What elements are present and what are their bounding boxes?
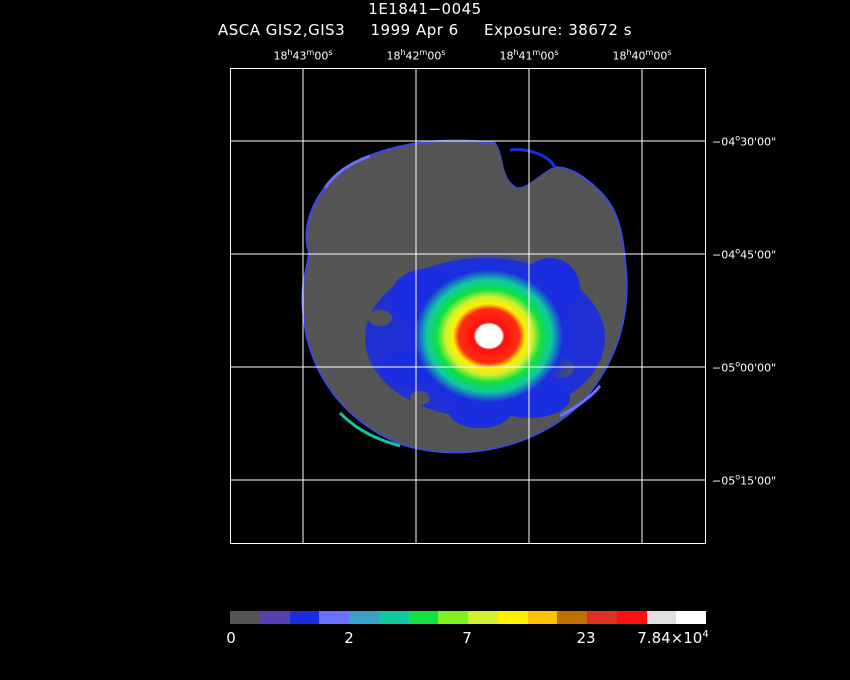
detector-rim [323, 148, 602, 448]
xray-image-plot [230, 68, 706, 544]
point-source [394, 251, 584, 421]
ra-tick-label: 18h43m00s [273, 48, 333, 63]
colorbar-swatch [587, 611, 617, 624]
date-label: 1999 Apr 6 [370, 21, 459, 39]
colorbar-swatch [408, 611, 439, 624]
colorbar-swatch [676, 611, 706, 624]
colorbar [230, 611, 706, 624]
plot-frame [230, 68, 706, 544]
colorbar-swatch [646, 611, 677, 624]
colorbar-max-label: 7.84×104 [637, 629, 709, 647]
colorbar-swatch [349, 611, 379, 624]
colorbar-swatch [616, 611, 647, 624]
colorbar-swatch [468, 611, 498, 624]
dec-tick-label: −04o30'00" [712, 133, 777, 149]
colorbar-swatch [289, 611, 320, 624]
colorbar-swatch [230, 611, 260, 624]
colorbar-swatch [378, 611, 409, 624]
colorbar-swatch [438, 611, 468, 624]
colorbar-swatch [259, 611, 290, 624]
exposure-label: Exposure: 38672 s [483, 21, 633, 39]
dec-tick-label: −05o15'00" [712, 472, 777, 488]
colorbar-label: 0 [226, 629, 236, 647]
colorbar-swatch [497, 611, 528, 624]
colorbar-label: 23 [576, 629, 596, 647]
ra-tick-label: 18h41m00s [499, 48, 559, 63]
ra-tick-label: 18h42m00s [386, 48, 446, 63]
image-title: 1E1841−0045 [368, 0, 482, 18]
colorbar-swatch [557, 611, 587, 624]
instrument-label: ASCA GIS2,GIS3 [217, 21, 346, 39]
dec-tick-label: −04o45'00" [712, 246, 777, 262]
observation-info: ASCA GIS2,GIS3 1999 Apr 6 Exposure: 3867… [0, 21, 850, 39]
ra-tick-label: 18h40m00s [612, 48, 672, 63]
dec-tick-label: −05o00'00" [712, 359, 777, 375]
colorbar-label: 2 [344, 629, 354, 647]
colorbar-swatch [319, 611, 349, 624]
colorbar-swatch [527, 611, 558, 624]
coordinate-grid [230, 68, 706, 544]
colorbar-label: 7 [462, 629, 472, 647]
